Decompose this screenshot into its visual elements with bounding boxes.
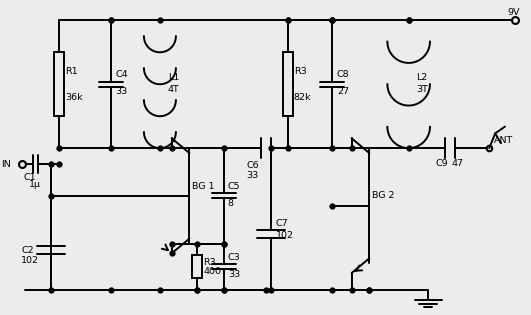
Text: 8: 8 bbox=[228, 199, 234, 208]
Text: 33: 33 bbox=[246, 171, 259, 180]
Text: C2: C2 bbox=[21, 246, 34, 255]
Text: 400: 400 bbox=[203, 267, 221, 276]
Text: 9V: 9V bbox=[507, 8, 519, 17]
Text: C4: C4 bbox=[116, 71, 129, 79]
Text: 33: 33 bbox=[228, 270, 240, 278]
Text: ANT: ANT bbox=[494, 136, 513, 145]
Text: R3: R3 bbox=[294, 67, 306, 76]
Text: C9: C9 bbox=[436, 159, 448, 169]
Text: BG 1: BG 1 bbox=[192, 181, 215, 191]
Text: 4T: 4T bbox=[168, 85, 179, 94]
Text: 27: 27 bbox=[337, 87, 349, 96]
Text: 102: 102 bbox=[276, 231, 294, 240]
Text: C1: C1 bbox=[24, 173, 37, 182]
Text: 36k: 36k bbox=[65, 93, 83, 101]
Text: 3T: 3T bbox=[416, 85, 429, 94]
Text: C5: C5 bbox=[228, 182, 241, 191]
Text: R3: R3 bbox=[203, 258, 216, 266]
Text: C3: C3 bbox=[228, 253, 241, 262]
Text: C6: C6 bbox=[246, 161, 259, 170]
Text: C7: C7 bbox=[276, 219, 288, 228]
Text: 33: 33 bbox=[116, 87, 128, 96]
Text: 102: 102 bbox=[21, 256, 39, 265]
Text: BG 2: BG 2 bbox=[372, 191, 395, 200]
Text: 1μ: 1μ bbox=[29, 180, 41, 190]
Text: L2: L2 bbox=[416, 73, 428, 82]
Text: IN: IN bbox=[1, 160, 11, 169]
Bar bbox=[192, 255, 202, 278]
Text: 82k: 82k bbox=[294, 93, 311, 101]
Text: C8: C8 bbox=[337, 71, 349, 79]
Bar bbox=[283, 52, 293, 116]
Text: R1: R1 bbox=[65, 67, 78, 76]
Text: 47: 47 bbox=[452, 159, 464, 169]
Bar bbox=[54, 52, 64, 116]
Text: L1: L1 bbox=[168, 73, 179, 82]
